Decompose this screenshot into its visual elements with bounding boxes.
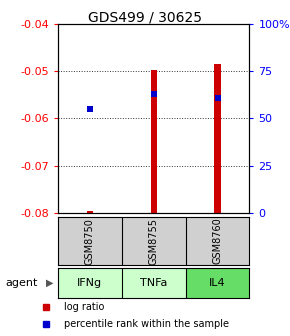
- Text: GSM8755: GSM8755: [149, 218, 159, 264]
- Text: IFNg: IFNg: [77, 278, 102, 288]
- Text: ▶: ▶: [46, 278, 54, 288]
- Text: IL4: IL4: [209, 278, 226, 288]
- Text: GSM8760: GSM8760: [213, 218, 222, 264]
- Bar: [58, 217, 122, 265]
- Text: GSM8750: GSM8750: [85, 218, 95, 264]
- Bar: [122, 217, 186, 265]
- Bar: [58, 268, 122, 298]
- Bar: [186, 268, 249, 298]
- Text: percentile rank within the sample: percentile rank within the sample: [64, 319, 229, 329]
- Bar: [214, 64, 221, 213]
- Text: agent: agent: [6, 278, 38, 288]
- Bar: [151, 70, 157, 213]
- Bar: [87, 211, 93, 213]
- Bar: [186, 217, 249, 265]
- Bar: [122, 268, 186, 298]
- Text: log ratio: log ratio: [64, 302, 105, 312]
- Text: GDS499 / 30625: GDS499 / 30625: [88, 11, 202, 25]
- Text: TNFa: TNFa: [140, 278, 167, 288]
